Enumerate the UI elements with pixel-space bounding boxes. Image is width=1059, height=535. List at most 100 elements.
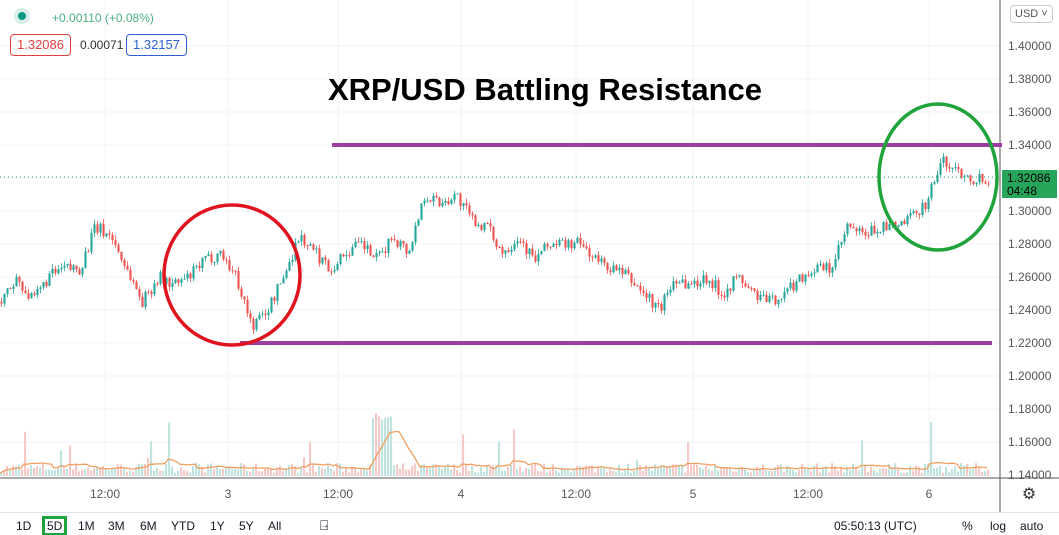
volume-bar — [555, 470, 558, 476]
volume-bar — [513, 429, 516, 476]
candle-body — [282, 277, 285, 284]
candle-body — [765, 294, 768, 302]
candle-body — [618, 267, 621, 271]
candle-body — [585, 246, 588, 249]
candle-body — [417, 219, 420, 226]
volume-bar — [579, 465, 582, 476]
volume-bar — [345, 466, 348, 476]
volume-bar — [396, 464, 399, 476]
currency-dropdown[interactable]: USD ˅ — [1010, 5, 1053, 23]
date-range-icon[interactable]: ⍈ — [320, 517, 329, 533]
candle-body — [504, 250, 507, 254]
candle-body — [588, 248, 591, 257]
volume-bar — [900, 472, 903, 476]
candle-body — [204, 256, 207, 259]
timeframe-5y[interactable]: 5Y — [239, 519, 254, 533]
percent-toggle[interactable]: % — [962, 519, 973, 533]
timeframe-ytd[interactable]: YTD — [171, 519, 195, 533]
volume-bar — [252, 467, 255, 476]
volume-bar — [324, 468, 327, 476]
candle-body — [15, 276, 18, 287]
status-dot-icon — [14, 8, 30, 24]
candle-body — [264, 313, 267, 316]
candle-body — [921, 202, 924, 216]
volume-bar — [984, 471, 987, 476]
volume-bar — [33, 467, 36, 476]
volume-bar — [84, 468, 87, 476]
candle-body — [51, 268, 54, 274]
candle-body — [435, 195, 438, 198]
volume-bar — [162, 470, 165, 476]
candle-body — [858, 228, 861, 232]
candle-body — [468, 205, 471, 214]
volume-bar — [795, 472, 798, 476]
timeframe-3m[interactable]: 3M — [108, 519, 125, 533]
candle-body — [558, 239, 561, 246]
candle-body — [12, 286, 15, 289]
volume-bar — [663, 465, 666, 476]
volume-bar — [255, 463, 258, 476]
volume-bar — [963, 465, 966, 476]
candle-body — [789, 282, 792, 289]
volume-bar — [207, 464, 210, 476]
volume-bar — [747, 471, 750, 476]
y-tick-label: 1.34000 — [1008, 138, 1052, 152]
volume-bar — [123, 468, 126, 476]
volume-bar — [375, 413, 378, 476]
timeframe-1m[interactable]: 1M — [78, 519, 95, 533]
volume-bar — [576, 465, 579, 476]
candle-body — [300, 235, 303, 242]
volume-bar — [96, 466, 99, 476]
clock: 05:50:13 (UTC) — [834, 519, 917, 533]
candle-body — [738, 275, 741, 277]
volume-bar — [372, 418, 375, 476]
candle-body — [978, 173, 981, 183]
volume-bar — [648, 468, 651, 476]
volume-bar — [486, 465, 489, 476]
timeframe-all[interactable]: All — [268, 519, 282, 533]
bid-price[interactable]: 1.32086 — [10, 34, 71, 56]
candle-body — [426, 200, 429, 202]
volume-bar — [90, 470, 93, 476]
candle-body — [414, 225, 417, 243]
volume-bar — [537, 471, 540, 476]
candle-body — [363, 241, 366, 250]
volume-bar — [258, 471, 261, 476]
volume-bar — [975, 463, 978, 476]
volume-bar — [726, 466, 729, 476]
volume-bar — [138, 463, 141, 476]
candle-body — [555, 243, 558, 246]
volume-bar — [609, 469, 612, 476]
volume-bar — [951, 468, 954, 476]
auto-toggle[interactable]: auto — [1020, 519, 1044, 533]
y-tick-label: 1.18000 — [1008, 402, 1052, 416]
log-toggle[interactable]: log — [990, 519, 1007, 533]
volume-bar — [708, 469, 711, 476]
volume-bar — [246, 471, 249, 476]
timeframe-5d[interactable]: 5D — [41, 516, 68, 535]
timeframe-1d[interactable]: 1D — [16, 519, 32, 533]
candle-body — [897, 225, 900, 227]
candle-body — [945, 156, 948, 167]
volume-bar — [378, 416, 381, 476]
volume-bar — [159, 470, 162, 476]
candle-body — [78, 269, 81, 275]
volume-bar — [132, 471, 135, 476]
volume-bar — [111, 469, 114, 476]
price-chart[interactable]: 1.40000 1.38000 1.36000 1.34000 1.30000 1.280… — [0, 0, 1059, 512]
candle-body — [375, 253, 378, 258]
candle-body — [123, 259, 126, 266]
candle-body — [240, 288, 243, 297]
volume-bar — [816, 463, 819, 476]
volume-bar — [465, 464, 468, 476]
ask-price[interactable]: 1.32157 — [126, 34, 187, 56]
timeframe-6m[interactable]: 6M — [140, 519, 157, 533]
candle-body — [849, 223, 852, 227]
candle-body — [777, 299, 780, 305]
timeframe-1y[interactable]: 1Y — [210, 519, 225, 533]
volume-bar — [183, 470, 186, 476]
volume-bar — [135, 467, 138, 476]
candle-body — [393, 239, 396, 241]
candle-body — [432, 195, 435, 202]
candle-body — [519, 241, 522, 243]
